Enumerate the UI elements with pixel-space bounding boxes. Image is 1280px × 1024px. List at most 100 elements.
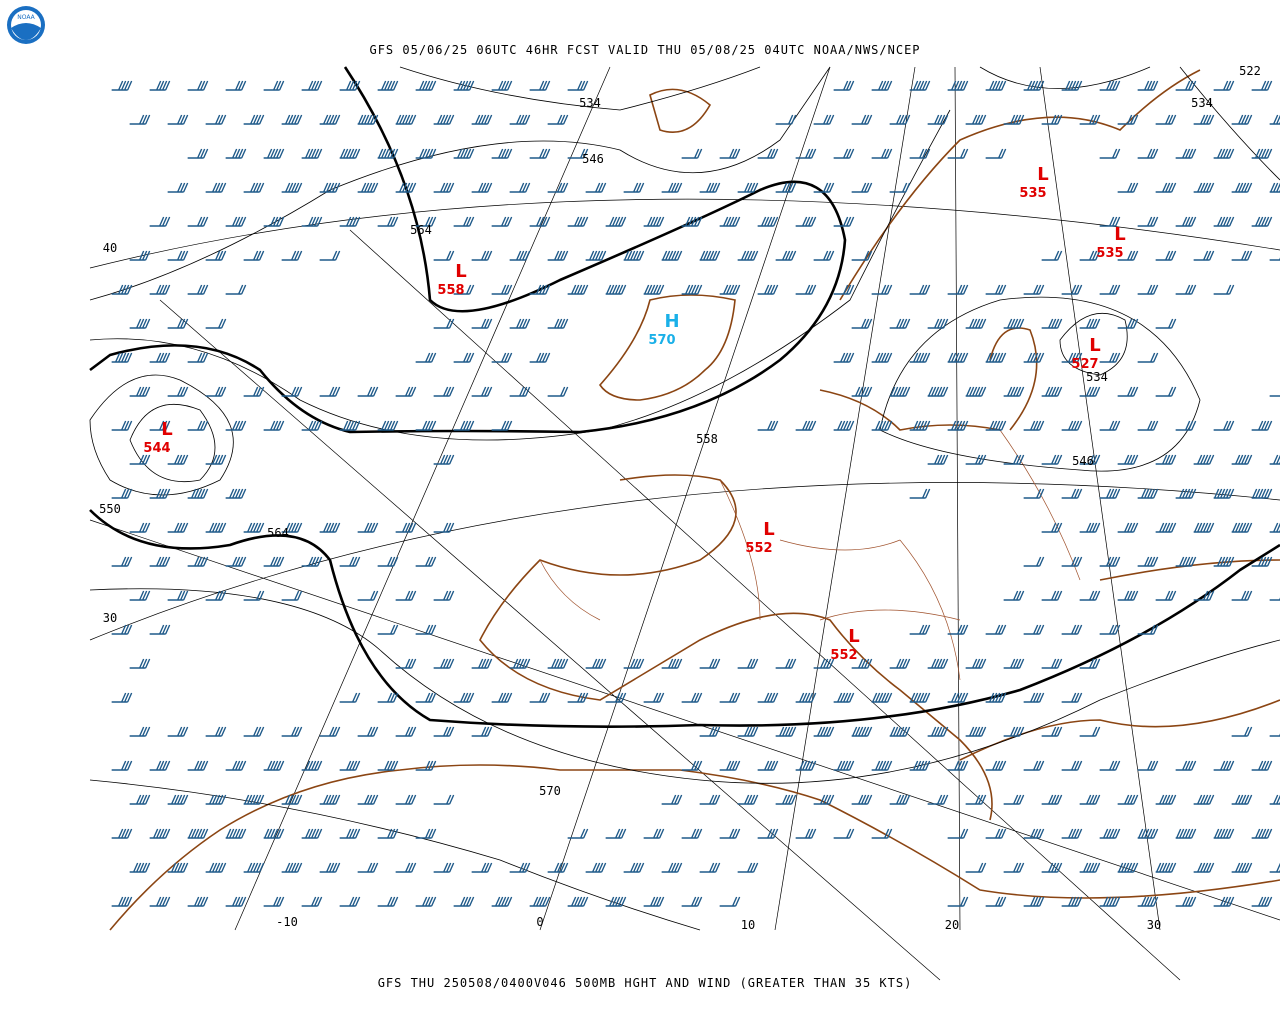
wind-barb [1137,828,1159,839]
wind-barb [1175,828,1197,839]
wind-barb [415,624,437,635]
wind-barb [965,114,987,125]
center-value: 552 [830,648,857,663]
wind-barb [1023,896,1045,907]
wind-barb [377,828,399,839]
wind-barb [547,114,569,125]
wind-barb [1231,250,1253,261]
wind-barb [813,182,835,193]
wind-barb [1079,386,1101,397]
wind-barb [737,250,759,261]
wind-barb [415,828,437,839]
wind-barb [1023,352,1045,363]
wind-barb [1137,420,1159,431]
wind-barb [1079,250,1101,261]
wind-barb [1231,794,1253,805]
wind-barb [453,896,475,907]
wind-barb [1041,318,1063,329]
wind-barb [509,250,531,261]
wind-barb [149,624,171,635]
wind-barb [1175,896,1197,907]
wind-barb [111,352,133,363]
wind-barb [1251,420,1273,431]
wind-barb [965,862,987,873]
wind-barb [205,862,227,873]
wind-barb [947,760,969,771]
wind-barb [1155,114,1177,125]
wind-barb [1061,624,1083,635]
wind-barb [757,760,779,771]
wind-barb [509,318,531,329]
wind-barb [395,590,417,601]
wind-barb [1269,522,1280,533]
map-area [89,66,1280,981]
wind-barb [129,522,151,533]
wind-barb [129,318,151,329]
wind-barb [205,318,227,329]
wind-barb [909,352,931,363]
wind-barb [1099,216,1121,227]
wind-barb [965,658,987,669]
wind-barb [281,726,303,737]
wind-barb [1079,114,1101,125]
wind-barb [225,284,247,295]
wind-barb [129,250,151,261]
wind-barb [167,250,189,261]
wind-barb [1269,733,1280,737]
wind-barb [643,692,665,703]
wind-barb [1193,454,1215,465]
wind-barb [1003,862,1025,873]
wind-barb [1213,828,1235,839]
wind-barb [111,80,133,91]
wind-barb [1117,454,1139,465]
wind-barb [471,114,493,125]
center-value: 527 [1071,357,1098,372]
wind-barb [167,726,189,737]
wind-barb [1155,454,1177,465]
wind-barb [301,760,323,771]
wind-barb [889,182,911,193]
wind-barb [1155,862,1177,873]
wind-barb [319,114,341,125]
wind-barb [129,794,151,805]
wind-barb [661,862,683,873]
wind-barb [1023,284,1045,295]
wind-barb [149,828,171,839]
wind-barb [985,760,1007,771]
center-symbol: L [161,419,172,440]
wind-barb [681,896,703,907]
wind-barb [1137,760,1159,771]
wind-barb [319,386,341,397]
wind-barb [719,692,741,703]
wind-barb [167,182,189,193]
longitude-label: 0 [536,915,543,929]
wind-barb [339,828,361,839]
wind-barb [775,658,797,669]
contour-label: 558 [696,432,718,446]
wind-barb [395,182,417,193]
wind-barb [357,862,379,873]
center-symbol: L [455,261,466,282]
wind-barb [775,182,797,193]
wind-barb [129,114,151,125]
wind-barb [719,216,741,227]
wind-barb [1041,726,1063,737]
wind-barb [263,760,285,771]
wind-barb [1023,80,1045,91]
wind-barb [1003,454,1025,465]
wind-barb [813,114,835,125]
wind-barb [871,148,893,159]
wind-barb [395,726,417,737]
wind-barb [833,284,855,295]
contour-label: 534 [1086,370,1108,384]
wind-barb [129,862,151,873]
wind-barb [985,624,1007,635]
wind-barb [833,828,855,839]
wind-barb [1079,318,1101,329]
wind-barb [1041,454,1063,465]
latitude-label: 40 [103,241,117,255]
wind-barb [509,658,531,669]
wind-barb [909,488,931,499]
footer-title: GFS THU 250508/0400V046 500MB HGHT AND W… [378,976,913,990]
wind-barb [529,692,551,703]
